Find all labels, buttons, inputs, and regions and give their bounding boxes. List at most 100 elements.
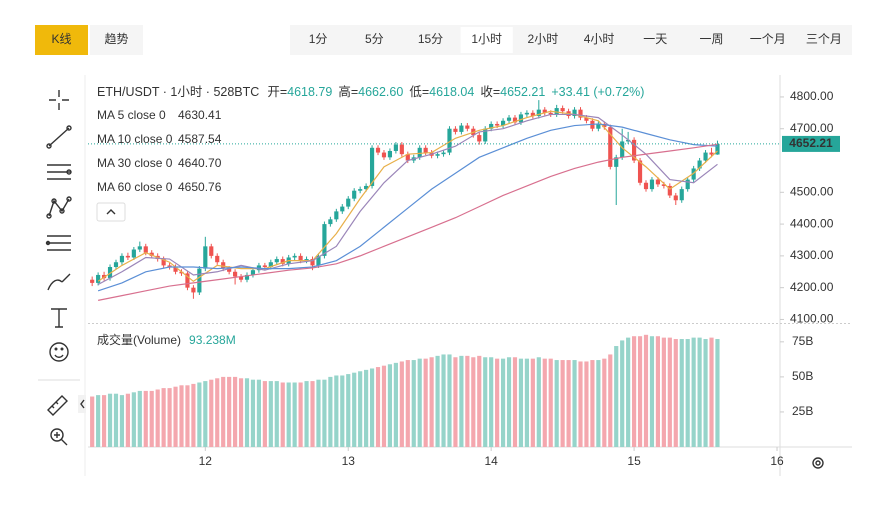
brush-tool[interactable] (47, 273, 71, 291)
candle-body (328, 219, 333, 225)
price-change: +33.41 (+0.72%) (551, 85, 644, 99)
candle-body (167, 265, 172, 268)
volume-bar (709, 337, 714, 447)
candle-body (221, 262, 226, 269)
text-tool[interactable] (51, 308, 67, 328)
volume-bar (203, 381, 208, 447)
volume-bar (548, 358, 553, 447)
crosshair-tool[interactable] (49, 90, 69, 110)
interval[interactable]: 1小时 (471, 32, 502, 46)
volume-bar (477, 355, 482, 447)
legend-label: MA 5 close 0 (97, 108, 166, 122)
candle-body (310, 259, 315, 266)
interval[interactable]: 一天 (643, 32, 667, 46)
volume-bar (179, 385, 184, 447)
candle-body (584, 117, 589, 121)
volume-bar (459, 355, 464, 447)
volume-value: 93.238M (189, 333, 236, 347)
collapse-toolbar[interactable] (78, 395, 86, 413)
legend-toggle[interactable] (96, 202, 126, 222)
tab[interactable] (90, 25, 143, 55)
candle-body (447, 128, 452, 153)
volume-bar (578, 361, 583, 447)
candle-body (381, 152, 387, 158)
info-label: 高= (338, 84, 358, 99)
info-label: 开= (267, 85, 287, 99)
x-tick-label: 16 (770, 454, 784, 468)
emoji-tool[interactable] (49, 342, 69, 362)
settings[interactable] (812, 457, 824, 469)
candle-body (227, 268, 232, 272)
candle-body (477, 135, 482, 142)
interval[interactable]: 5分 (365, 32, 384, 46)
pattern-tool[interactable] (46, 196, 72, 219)
volume-bar (566, 360, 571, 447)
x-tick-label: 13 (342, 454, 356, 468)
volume-bar (393, 362, 398, 447)
candle-body (554, 108, 559, 115)
candle-body (572, 109, 577, 117)
volume-bar (489, 357, 494, 447)
ruler-tool[interactable] (47, 395, 68, 416)
volume-bar (197, 382, 202, 447)
candle-body (560, 108, 565, 112)
interval[interactable]: 一个月 (750, 32, 786, 46)
volume-bar (286, 382, 291, 447)
candle-body (697, 160, 702, 169)
volume-bar (131, 392, 136, 447)
line-tool[interactable] (46, 125, 72, 149)
parallel-tool[interactable] (47, 164, 72, 180)
candle-body (417, 147, 422, 158)
interval[interactable]: 4小时 (584, 32, 615, 46)
interval[interactable]: 15分 (418, 32, 443, 46)
volume-bar (250, 379, 256, 447)
volume-bar (399, 361, 404, 447)
volume-bar (215, 378, 220, 447)
candle-body (441, 152, 446, 155)
candle-body (483, 128, 488, 142)
volume-bar (441, 354, 446, 447)
candle-body (137, 246, 142, 250)
volume-bar (655, 336, 661, 447)
info-value: 4662.60 (358, 85, 403, 99)
volume-bar (715, 339, 720, 447)
interval[interactable]: 三个月 (806, 32, 842, 46)
volume-bar (590, 360, 595, 447)
volume-bar (554, 360, 559, 447)
volume-bar (596, 360, 601, 447)
candle-body (387, 150, 393, 158)
candle-body (542, 109, 547, 113)
interval[interactable]: 1分 (309, 32, 328, 46)
candle-body (453, 128, 458, 132)
volume-bar (369, 368, 375, 447)
tab[interactable] (35, 25, 88, 55)
interval-selected[interactable] (460, 27, 513, 53)
volume-bar (691, 337, 696, 447)
candle-body (203, 246, 208, 269)
candle-body (90, 279, 95, 283)
volume-bar (602, 358, 607, 447)
candle-body (685, 179, 690, 190)
zoom-tool[interactable] (50, 428, 68, 446)
candle-body (233, 271, 238, 277)
y-tick-label: 4700.00 (790, 121, 834, 135)
volume-bar (364, 369, 369, 447)
volume-bar (626, 337, 631, 447)
y-tick-label: 25B (792, 404, 813, 418)
volume-bar (536, 357, 541, 447)
volume-bar (119, 395, 125, 447)
candle-body (506, 117, 512, 121)
candle-body (131, 249, 136, 258)
volume-bar (387, 364, 393, 447)
legend-value: 4587.54 (178, 132, 222, 146)
volume-bar (405, 360, 410, 447)
volume-bar (518, 358, 524, 447)
interval[interactable]: 2小时 (528, 32, 559, 46)
candle-body (161, 259, 166, 266)
candle-body (524, 112, 529, 115)
volume-bar (268, 381, 273, 447)
volume-bar (584, 361, 589, 447)
fib-tool[interactable] (45, 235, 72, 251)
candle-body (316, 255, 321, 266)
interval[interactable]: 一周 (699, 32, 723, 46)
